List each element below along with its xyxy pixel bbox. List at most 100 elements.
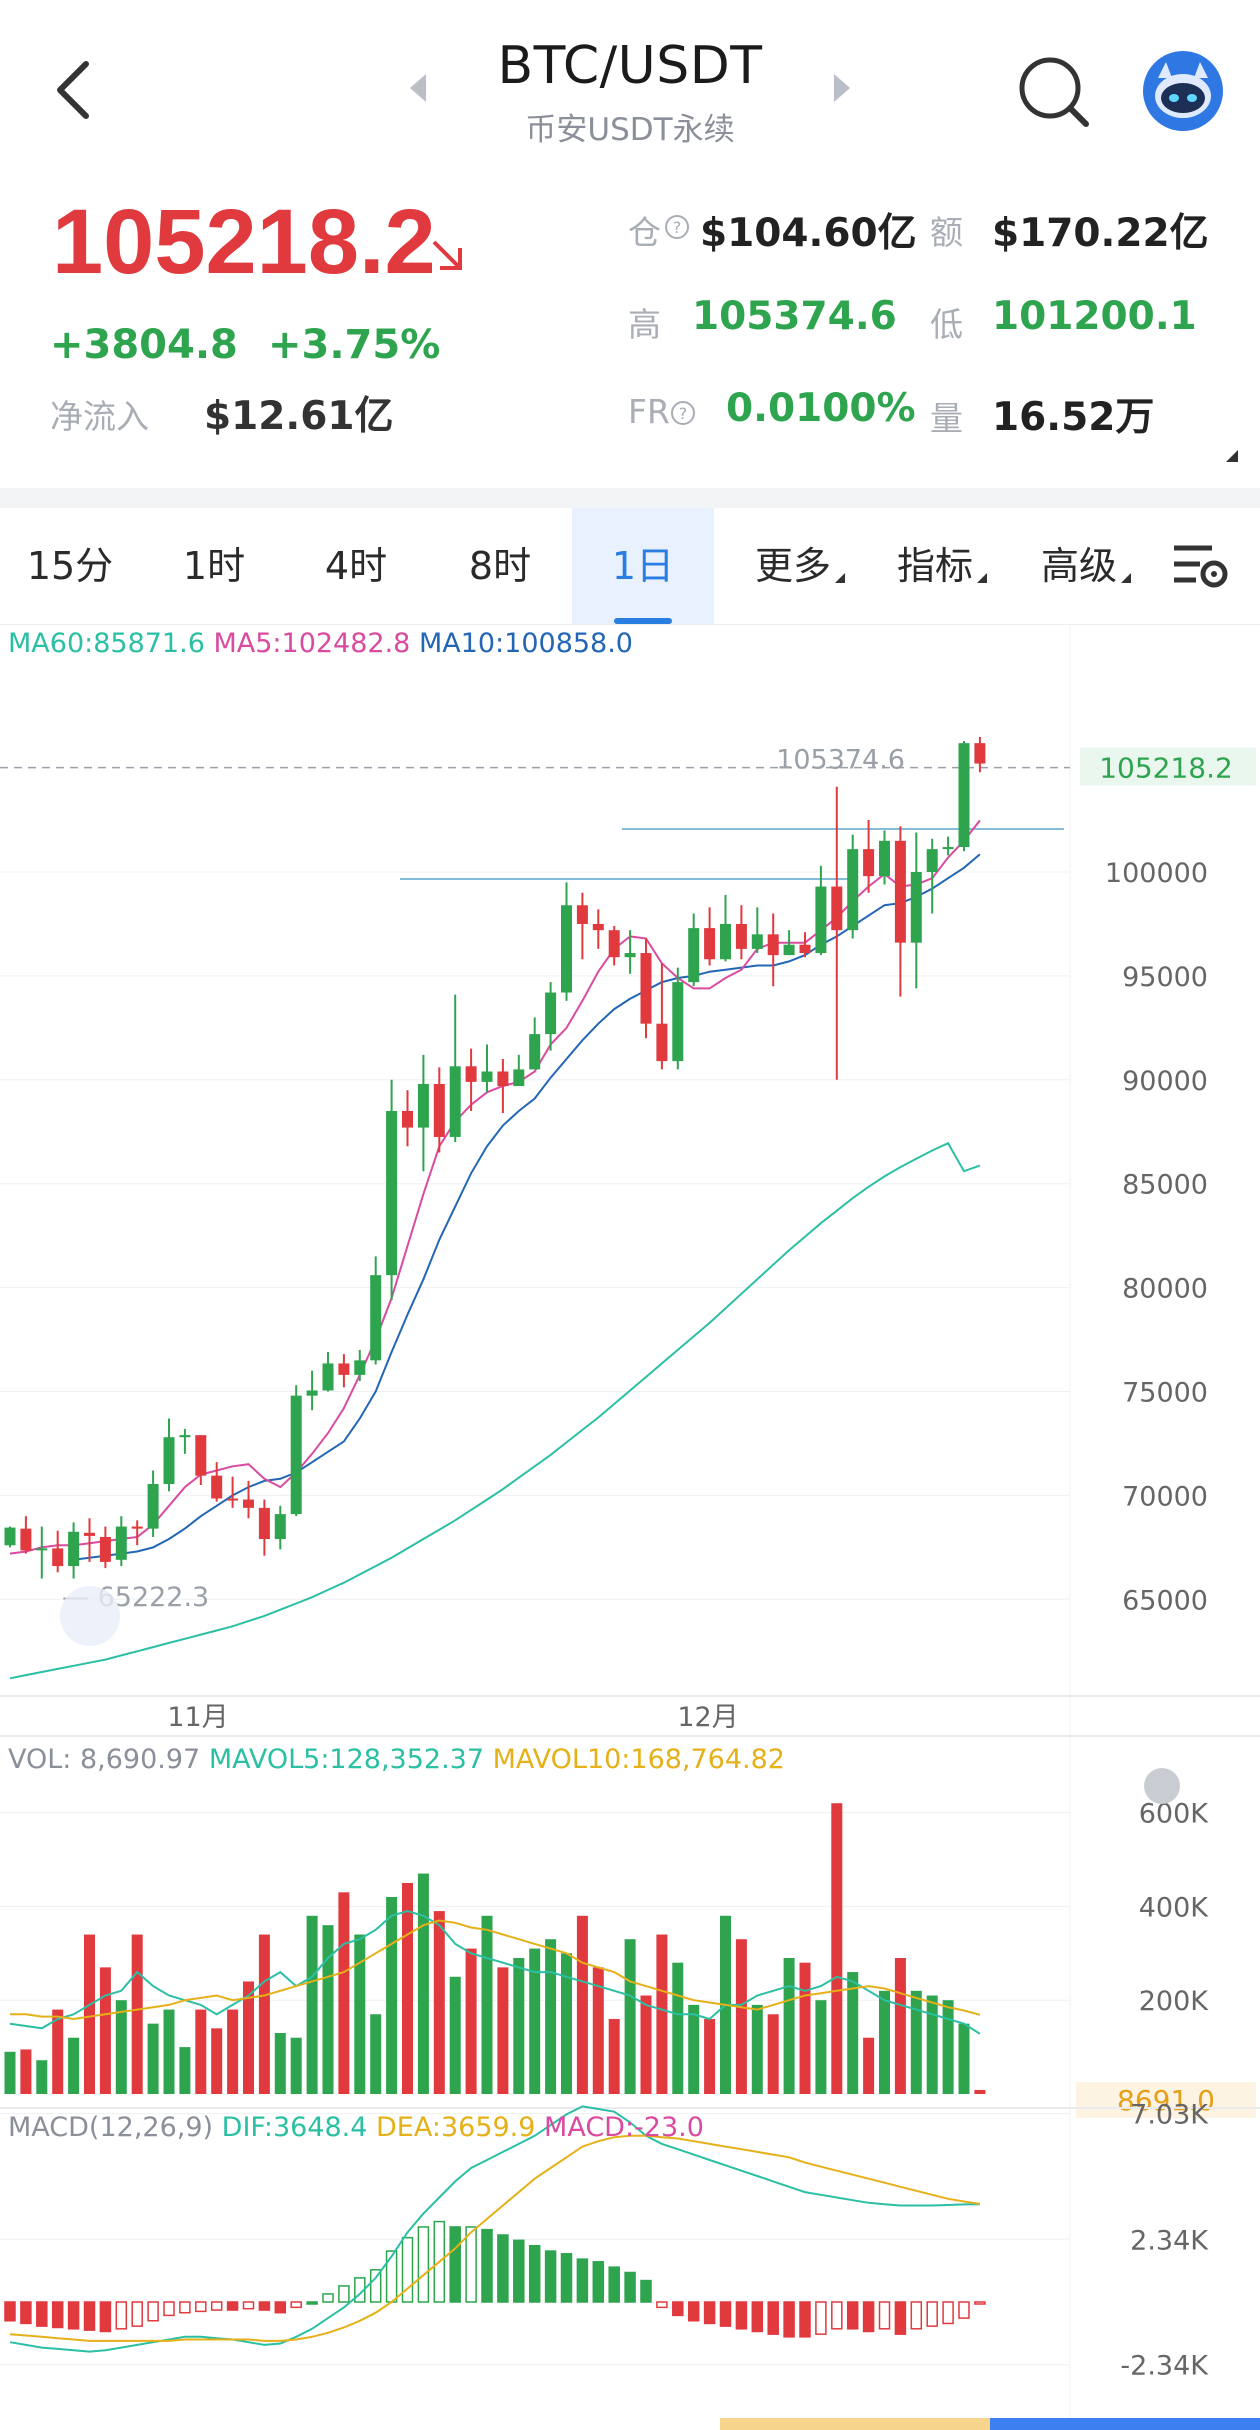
tab-advanced[interactable]: 高级: [1024, 508, 1148, 624]
net-inflow-label: 净流入: [50, 397, 149, 436]
open-interest-value: $104.60亿: [700, 211, 917, 256]
price-axis-tick: 65000: [1122, 1585, 1208, 1616]
macd-params-legend: MACD(12,26,9): [8, 2112, 214, 2143]
dif-legend: DIF:3648.4: [221, 2112, 368, 2143]
volume-label: 量: [930, 399, 963, 438]
volume-bar: [704, 2018, 716, 2094]
tab-indicators[interactable]: 指标: [880, 508, 1004, 624]
volume-bar: [306, 1915, 318, 2094]
macd-bar: [242, 2301, 255, 2310]
macd-axis-tick: 2.34K: [1130, 2225, 1209, 2256]
candle-body: [338, 1363, 350, 1375]
robot-avatar-icon[interactable]: [1140, 48, 1226, 134]
volume-bar: [99, 1967, 111, 2094]
candle-body: [290, 1395, 302, 1515]
tab-4h[interactable]: 4时: [324, 544, 388, 588]
tab-more[interactable]: 更多: [738, 508, 862, 624]
candle-body: [4, 1527, 16, 1546]
macd-bar: [672, 2301, 684, 2317]
candle-body: [767, 934, 779, 956]
tab-1d[interactable]: 1日: [572, 508, 714, 624]
macd-value-legend: MACD:-23.0: [544, 2112, 704, 2143]
macd-bar: [195, 2301, 207, 2313]
volume-bar: [68, 2037, 80, 2094]
ma60-line: [9, 1141, 981, 1680]
macd-bar: [799, 2301, 811, 2338]
candle-body: [449, 1066, 461, 1137]
candle-body: [910, 872, 922, 943]
volume-bar: [799, 1962, 811, 2094]
macd-bar: [210, 2301, 223, 2311]
candle-body: [783, 944, 795, 956]
kline-chart[interactable]: 100000 95000 90000 85000 80000 75000 70000 6500…: [0, 624, 1260, 2430]
macd-bar: [862, 2301, 875, 2333]
macd-bar: [385, 2250, 398, 2303]
candle-body: [179, 1435, 191, 1438]
help-icon[interactable]: ?: [664, 214, 690, 240]
candle-body: [688, 928, 700, 983]
volume-legend: VOL: 8,690.97 MAVOL5:128,352.37 MAVOL10:…: [8, 1744, 785, 1775]
dropdown-corner-icon: [1121, 573, 1131, 583]
bottom-action-bar-left[interactable]: [720, 2418, 990, 2430]
volume-bar: [926, 1995, 938, 2094]
pair-title[interactable]: BTC/USDT: [497, 36, 763, 96]
open-interest-label: 仓: [628, 213, 661, 252]
candle-body: [274, 1514, 286, 1540]
candle-body: [735, 923, 747, 949]
candle-body: [942, 847, 954, 850]
candle-body: [243, 1499, 254, 1508]
volume-bar: [592, 1967, 604, 2094]
candle-body: [20, 1528, 32, 1551]
volume-bar: [481, 1915, 493, 2094]
volume-bar: [688, 2004, 700, 2094]
help-icon[interactable]: ?: [670, 400, 696, 426]
macd-bar: [497, 2234, 509, 2303]
tab-8h[interactable]: 8时: [468, 544, 532, 588]
caret-right-icon[interactable]: [830, 72, 852, 104]
macd-bar: [926, 2301, 938, 2327]
tab-1h[interactable]: 1时: [182, 544, 246, 588]
volume-bar: [640, 1995, 652, 2094]
macd-bar: [735, 2301, 748, 2330]
tab-15m[interactable]: 15分: [26, 544, 114, 588]
search-icon[interactable]: [1016, 54, 1092, 130]
kline-toggle-icon[interactable]: [1144, 1768, 1180, 1804]
volume-bar: [608, 2018, 620, 2094]
macd-bar: [115, 2301, 128, 2330]
volume-bar: [767, 2014, 779, 2094]
zoom-reset-icon[interactable]: [60, 1586, 120, 1646]
vol-legend: VOL: 8,690.97: [8, 1744, 201, 1775]
candle-body: [370, 1275, 382, 1361]
volume-bar: [847, 1972, 859, 2094]
macd-bar: [401, 2236, 414, 2303]
candle-body: [974, 743, 986, 764]
chevron-left-icon[interactable]: [52, 60, 92, 120]
macd-bar: [274, 2301, 287, 2314]
candle-body: [99, 1536, 111, 1562]
ma5-line: [9, 819, 981, 1555]
low-label: 低: [930, 305, 963, 344]
candle-body: [608, 930, 620, 958]
candle-body: [195, 1435, 207, 1476]
candle-body: [847, 849, 859, 931]
volume-bar: [656, 1934, 668, 2094]
macd-bar: [544, 2250, 557, 2303]
volume-bar: [910, 1990, 922, 2094]
volume-bar: [465, 1948, 477, 2094]
bottom-action-bar-right[interactable]: [990, 2418, 1260, 2430]
current-volume-label: 8691.0: [1117, 2084, 1215, 2117]
volume-bar: [576, 1915, 588, 2094]
candle-body: [894, 840, 906, 943]
candle-body: [576, 905, 588, 924]
candle-body: [624, 953, 636, 958]
ma-legend: MA60:85871.6 MA5:102482.8 MA10:100858.0: [8, 628, 633, 659]
candle-body: [322, 1363, 334, 1391]
expand-corner-icon[interactable]: [1224, 448, 1240, 464]
volume-axis-tick: 400K: [1139, 1892, 1210, 1923]
volume-axis-tick: 200K: [1139, 1986, 1210, 2017]
macd-bar: [465, 2226, 477, 2303]
caret-left-icon[interactable]: [408, 72, 430, 104]
volume-value: 16.52万: [992, 395, 1155, 440]
chart-settings-icon[interactable]: [1172, 542, 1230, 592]
macd-bar: [846, 2301, 859, 2330]
